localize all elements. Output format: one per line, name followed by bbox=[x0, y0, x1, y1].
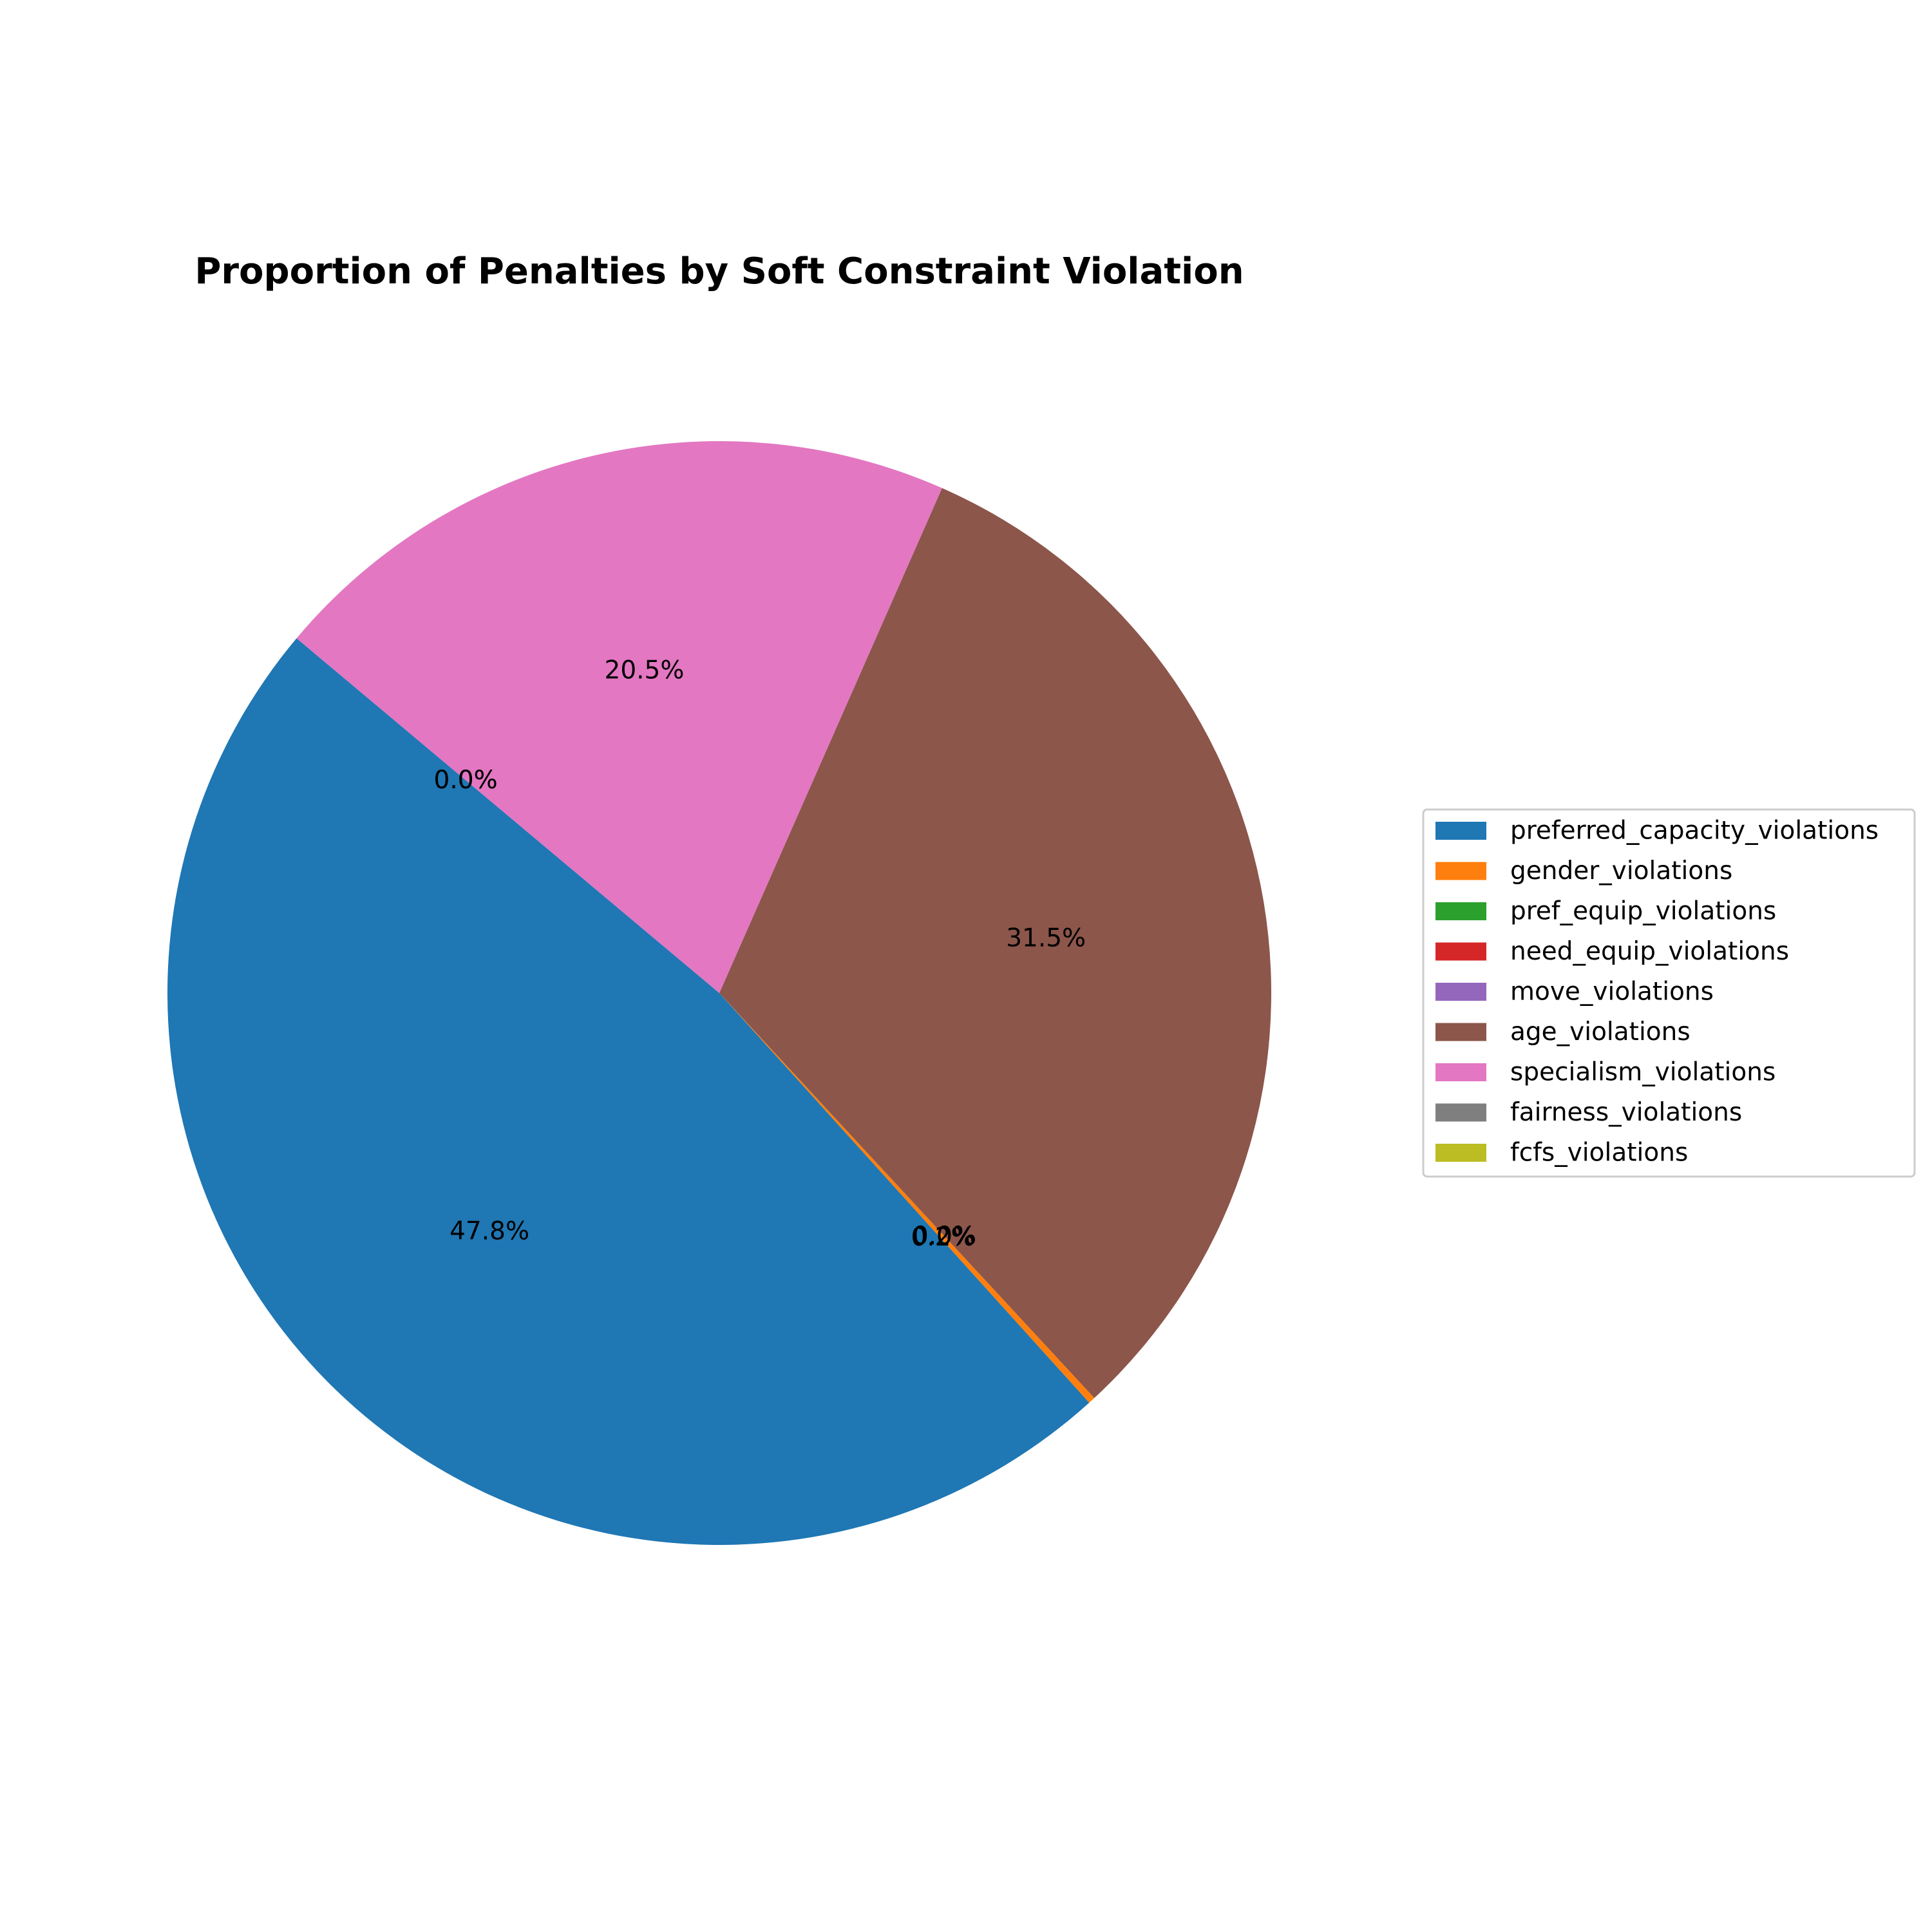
legend-label-fcfs-violations: fcfs_violations bbox=[1510, 1139, 1688, 1168]
legend-label-pref-equip-violations: pref_equip_violations bbox=[1510, 897, 1776, 926]
legend-swatch-move-violations bbox=[1435, 983, 1486, 1001]
legend-swatch-fairness-violations bbox=[1435, 1103, 1486, 1122]
pie-slice-age-violations bbox=[719, 488, 1271, 1398]
pct-label-pref-equip-violations: 0.0% bbox=[913, 1222, 976, 1251]
legend-label-move-violations: move_violations bbox=[1510, 978, 1714, 1007]
pie-slice-specialism-violations bbox=[296, 440, 942, 993]
legend: preferred_capacity_violations gender_viol… bbox=[1422, 808, 1916, 1178]
legend-label-fairness-violations: fairness_violations bbox=[1510, 1098, 1742, 1127]
pct-label-move-violations: 0.0% bbox=[913, 1222, 976, 1251]
legend-label-preferred-capacity-violations: preferred_capacity_violations bbox=[1510, 817, 1879, 846]
pct-label-fcfs-violations: 0.0% bbox=[434, 766, 498, 795]
pct-label-specialism-violations: 20.5% bbox=[605, 656, 685, 685]
pct-label-age-violations: 31.5% bbox=[1006, 924, 1086, 953]
pie-percent-labels: 47.8% 0.2%0.0%0.0%0.0%31.5%20.5%0.0%0.0% bbox=[434, 656, 1086, 1252]
pie-slice-gender-violations bbox=[719, 993, 1095, 1403]
legend-swatch-specialism-violations bbox=[1435, 1063, 1486, 1081]
legend-swatch-preferred-capacity-violations bbox=[1435, 822, 1486, 840]
legend-label-age-violations: age_violations bbox=[1510, 1018, 1690, 1046]
legend-label-need-equip-violations: need_equip_violations bbox=[1510, 937, 1789, 966]
pct-label-fairness-violations: 0.0% bbox=[434, 766, 498, 795]
pct-label-gender-violations: 0.2% bbox=[911, 1223, 974, 1252]
pct-label-need-equip-violations: 0.0% bbox=[913, 1222, 976, 1251]
legend-swatch-need-equip-violations bbox=[1435, 942, 1486, 961]
legend-items: preferred_capacity_violations gender_viol… bbox=[1435, 817, 1879, 1168]
pie-slices bbox=[167, 440, 1271, 1545]
legend-frame bbox=[1422, 808, 1916, 1178]
chart-title: Proportion of Penalties by Soft Constrai… bbox=[194, 251, 1244, 292]
legend-swatch-gender-violations bbox=[1435, 862, 1486, 880]
legend-swatch-fcfs-violations bbox=[1435, 1144, 1486, 1162]
pct-label-preferred-capacity-violations: 47.8% bbox=[450, 1217, 529, 1246]
pie-slice-preferred-capacity-violations bbox=[167, 638, 1090, 1545]
legend-label-specialism-violations: specialism_violations bbox=[1510, 1058, 1776, 1087]
legend-label-gender-violations: gender_violations bbox=[1510, 857, 1732, 886]
legend-swatch-age-violations bbox=[1435, 1023, 1486, 1041]
legend-swatch-pref-equip-violations bbox=[1435, 902, 1486, 920]
